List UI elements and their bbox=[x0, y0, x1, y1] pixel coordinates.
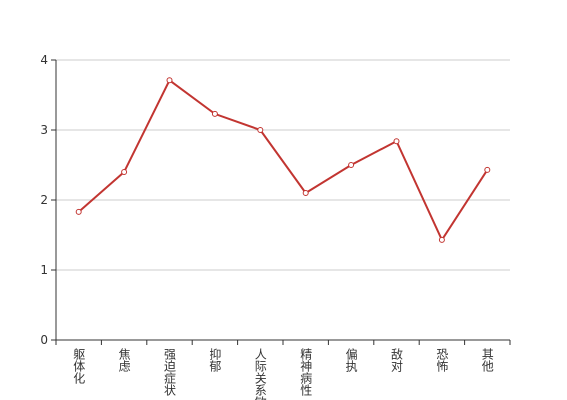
point bbox=[302, 190, 309, 196]
y-tick-label: 4 bbox=[40, 53, 48, 67]
x-tick-label: 强迫症状 bbox=[163, 348, 177, 396]
x-tick-label: 精神病性 bbox=[299, 348, 313, 397]
point bbox=[438, 236, 445, 243]
y-tick-label: 2 bbox=[40, 193, 48, 207]
point bbox=[166, 77, 173, 84]
y-tick-label: 3 bbox=[40, 123, 48, 137]
point bbox=[257, 127, 264, 133]
y-tick-label: 0 bbox=[40, 333, 48, 347]
x-tick-label: 其他 bbox=[480, 348, 494, 372]
point bbox=[121, 169, 128, 175]
x-tick-label: 躯体化 bbox=[72, 347, 86, 385]
point bbox=[484, 166, 491, 173]
x-tick-label: 抑郁 bbox=[208, 347, 222, 373]
point bbox=[348, 162, 355, 168]
point bbox=[211, 110, 218, 117]
x-tick-label: 人际关系敏感 bbox=[253, 348, 267, 400]
x-tick-label: 恐怖 bbox=[435, 348, 449, 372]
x-tick-label: 焦虑 bbox=[117, 348, 131, 372]
x-tick-label: 敌对 bbox=[390, 347, 404, 372]
line bbox=[78, 78, 489, 242]
x-tick-label: 偏执 bbox=[344, 347, 358, 373]
y-tick-label: 1 bbox=[40, 263, 48, 277]
point bbox=[75, 208, 82, 215]
point bbox=[393, 138, 400, 145]
